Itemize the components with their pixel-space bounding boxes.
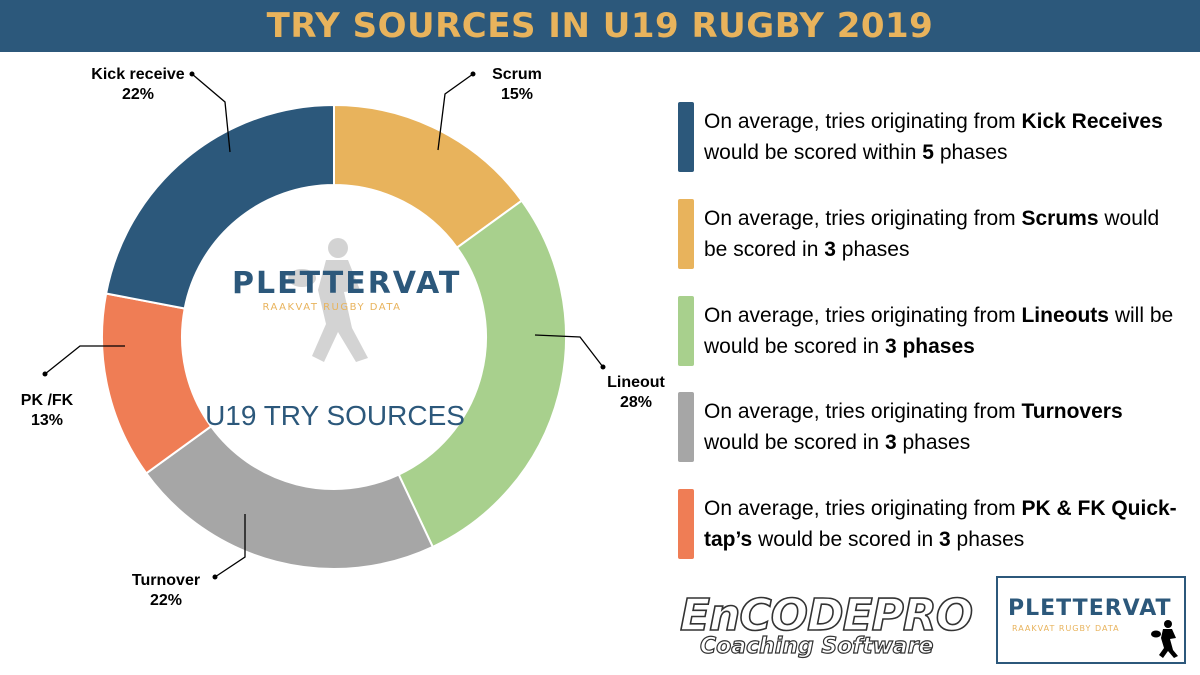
note-segment: On average, tries originating from <box>704 400 1022 423</box>
slice-label-lineout: Lineout <box>607 374 665 391</box>
note-segment: would be scored in <box>752 528 940 551</box>
note-segment: will be would be scored in <box>704 304 1174 358</box>
note-segment: On average, tries originating from <box>704 497 1022 520</box>
note-segment: phases <box>933 141 1008 164</box>
corner-logo-text: PLETTERVAT <box>1008 596 1172 621</box>
note-emphasis: PK & FK Quick-tap’s <box>704 497 1177 551</box>
note-emphasis: 3 <box>884 431 897 454</box>
slice-kick-receive <box>104 103 335 310</box>
note-segment: phases <box>896 431 971 454</box>
note-text: On average, tries originating from Lineo… <box>704 300 1178 362</box>
encodepro-logo: EnCODEPRO Coaching Software <box>679 589 980 665</box>
note-color-bar <box>678 199 694 269</box>
note-item: On average, tries originating from Lineo… <box>678 296 1178 366</box>
note-emphasis: Scrums <box>1021 207 1099 230</box>
note-emphasis: 5 <box>922 141 934 164</box>
slice-turnover <box>144 424 435 570</box>
note-segment: would be scored in <box>704 207 1160 261</box>
callout-line-pk-fk <box>44 345 125 375</box>
callout-line-scrum <box>437 73 474 151</box>
note-segment: On average, tries originating from <box>704 110 1022 133</box>
callout-dot-scrum <box>470 71 476 77</box>
corner-logo-subtitle: RAAKVAT RUGBY DATA <box>1012 624 1120 633</box>
donut-center-label: U19 TRY SOURCES <box>205 400 465 431</box>
note-color-bar <box>678 296 694 366</box>
callout-dot-turnover <box>212 574 218 580</box>
note-item: On average, tries originating from Scrum… <box>678 199 1178 269</box>
center-logo-text: PLETTERVAT <box>232 266 462 301</box>
slice-label-turnover: Turnover <box>132 572 200 589</box>
note-item: On average, tries originating from PK & … <box>678 489 1178 559</box>
callout-dot-lineout <box>600 364 606 370</box>
slice-label-pk-fk: PK /FK <box>21 392 74 409</box>
slice-value-turnover: 22% <box>150 592 182 609</box>
callout-line-lineout <box>534 334 604 368</box>
note-text: On average, tries originating from Scrum… <box>704 203 1178 265</box>
plettervat-corner-logo: PLETTERVAT RAAKVAT RUGBY DATA <box>996 576 1186 664</box>
note-segment: phases <box>950 528 1025 551</box>
note-color-bar <box>678 489 694 559</box>
note-text: On average, tries originating from PK & … <box>704 493 1178 555</box>
note-emphasis: Turnovers <box>1021 400 1123 423</box>
note-emphasis: 3 <box>939 528 951 551</box>
note-segment: On average, tries originating from <box>704 304 1022 327</box>
slice-value-lineout: 28% <box>620 394 652 411</box>
callout-line-turnover <box>214 514 246 578</box>
note-text: On average, tries originating from Turno… <box>704 396 1178 458</box>
slice-value-kick-receive: 22% <box>122 86 154 103</box>
note-text: On average, tries originating from Kick … <box>704 106 1178 168</box>
note-emphasis: Lineouts <box>1021 304 1109 327</box>
note-emphasis: Kick Receives <box>1021 110 1163 133</box>
slice-lineout <box>397 199 567 549</box>
note-segment: would be scored within <box>704 141 923 164</box>
center-logo-subtitle: RAAKVAT RUGBY DATA <box>262 302 402 313</box>
note-segment: On average, tries originating from <box>704 207 1022 230</box>
callout-dot-kick-receive <box>189 71 195 77</box>
note-segment: would be scored in <box>704 431 885 454</box>
callout-line-kick-receive <box>191 73 231 153</box>
encodepro-logo-subtitle: Coaching Software <box>699 633 934 659</box>
header-banner: TRY SOURCES IN U19 RUGBY 2019 <box>0 0 1200 52</box>
slice-label-scrum: Scrum <box>492 66 542 83</box>
donut-chart: Scrum 15% Lineout 28% Turnover 22% PK /FK 13% Ki… <box>21 66 666 609</box>
slice-value-scrum: 15% <box>501 86 533 103</box>
donut-callouts: Scrum 15% Lineout 28% Turnover 22% PK /FK 13% Ki… <box>21 66 666 609</box>
donut-slices <box>101 103 567 570</box>
slice-label-kick-receive: Kick receive <box>91 66 185 83</box>
note-emphasis: 3 <box>824 238 836 261</box>
encodepro-logo-text: EnCODEPRO <box>679 589 974 642</box>
slice-value-pk-fk: 13% <box>31 412 63 429</box>
center-logo: PLETTERVAT RAAKVAT RUGBY DATA <box>232 266 462 314</box>
callout-dot-pk-fk <box>42 371 48 377</box>
note-emphasis: 3 phases <box>884 335 975 358</box>
note-color-bar <box>678 392 694 462</box>
note-item: On average, tries originating from Kick … <box>678 102 1178 172</box>
page-title: TRY SOURCES IN U19 RUGBY 2019 <box>266 6 934 46</box>
note-item: On average, tries originating from Turno… <box>678 392 1178 462</box>
rugby-player-icon <box>288 238 368 362</box>
corner-rugby-player-icon <box>1151 620 1178 658</box>
note-color-bar <box>678 102 694 172</box>
note-segment: phases <box>835 238 910 261</box>
